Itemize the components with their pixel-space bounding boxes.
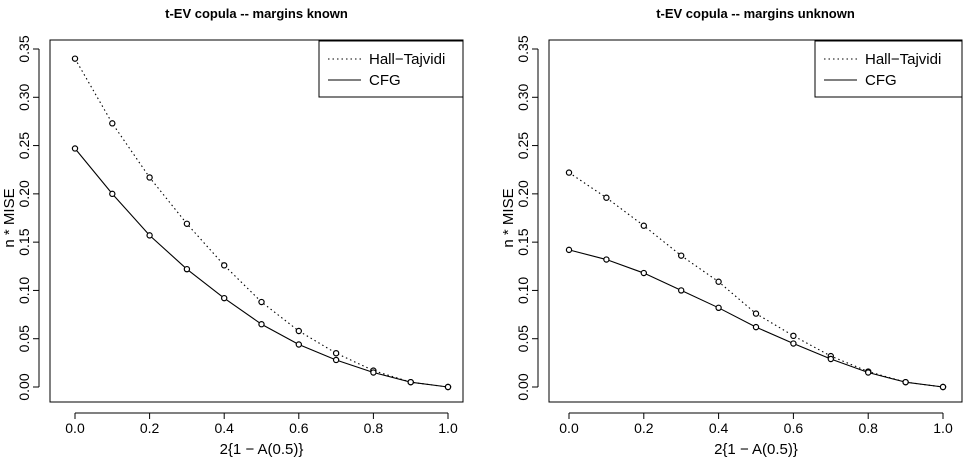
data-point bbox=[640, 269, 648, 277]
x-tick-label: 1.0 bbox=[933, 420, 953, 436]
x-tick-label: 0.2 bbox=[634, 420, 654, 436]
series-line-cfg bbox=[74, 148, 449, 388]
data-point bbox=[565, 169, 573, 176]
y-tick-label: 0.30 bbox=[16, 83, 32, 110]
data-point bbox=[603, 194, 610, 201]
data-point bbox=[603, 256, 610, 263]
y-tick-label: 0.15 bbox=[16, 228, 32, 255]
data-point bbox=[71, 145, 79, 152]
x-axis-label: 2{1 − A(0.5)} bbox=[220, 441, 304, 458]
data-point bbox=[71, 55, 79, 62]
data-point bbox=[565, 246, 573, 254]
data-point bbox=[295, 327, 302, 335]
legend-box bbox=[318, 40, 464, 98]
data-point bbox=[146, 174, 153, 181]
y-tick-label: 0.35 bbox=[16, 35, 32, 62]
data-point bbox=[678, 287, 685, 294]
data-point bbox=[109, 120, 116, 127]
legend-label: CFG bbox=[865, 72, 897, 89]
data-point bbox=[220, 262, 228, 269]
data-point bbox=[332, 350, 340, 357]
x-tick-label: 0.0 bbox=[65, 420, 85, 436]
x-tick-label: 0.8 bbox=[858, 420, 878, 436]
y-tick-label: 0.25 bbox=[16, 132, 32, 159]
y-tick-label: 0.00 bbox=[515, 373, 531, 400]
chart-title: t-EV copula -- margins unknown bbox=[656, 6, 855, 21]
x-tick-label: 1.0 bbox=[438, 420, 458, 436]
y-tick-label: 0.10 bbox=[515, 277, 531, 304]
data-point bbox=[715, 278, 722, 285]
chart-panel-1: t-EV copula -- margins known 0.0 0.2 0.4 0.6… bbox=[1, 6, 464, 458]
data-point bbox=[790, 340, 797, 347]
legend-label: Hall−Tajvidi bbox=[369, 51, 445, 68]
legend-label: CFG bbox=[369, 72, 401, 89]
data-point bbox=[109, 190, 116, 198]
data-point bbox=[146, 232, 153, 239]
x-tick-label: 0.4 bbox=[214, 420, 234, 436]
data-point bbox=[715, 304, 722, 312]
y-tick-label: 0.25 bbox=[515, 132, 531, 159]
x-tick-label: 0.0 bbox=[559, 420, 579, 436]
y-tick-label: 0.05 bbox=[16, 325, 32, 352]
data-point bbox=[258, 298, 265, 306]
data-point bbox=[827, 355, 835, 363]
data-point bbox=[444, 383, 452, 391]
y-tick-label: 0.20 bbox=[16, 180, 32, 207]
y-tick-label: 0.35 bbox=[515, 35, 531, 62]
series-line-cfg bbox=[568, 249, 944, 388]
legend-box bbox=[814, 40, 963, 98]
x-tick-label: 0.8 bbox=[364, 420, 384, 436]
data-point bbox=[183, 220, 191, 227]
data-point bbox=[295, 341, 302, 348]
series-line-hall-tajvidi bbox=[74, 58, 449, 388]
x-tick-label: 0.2 bbox=[140, 420, 160, 436]
plot-frame bbox=[49, 39, 464, 403]
data-point bbox=[865, 369, 872, 376]
data-point bbox=[902, 378, 909, 386]
y-tick-label: 0.15 bbox=[515, 228, 531, 255]
y-tick-label: 0.30 bbox=[515, 83, 531, 110]
y-tick-label: 0.05 bbox=[515, 325, 531, 352]
plot-frame bbox=[548, 39, 963, 403]
chart-title: t-EV copula -- margins known bbox=[165, 6, 348, 21]
y-tick-label: 0.00 bbox=[16, 373, 32, 400]
data-point bbox=[640, 222, 648, 229]
series-line-hall-tajvidi bbox=[568, 172, 944, 388]
data-point bbox=[370, 369, 377, 376]
data-point bbox=[678, 252, 685, 259]
legend-label: Hall−Tajvidi bbox=[865, 51, 941, 68]
data-point bbox=[752, 310, 760, 317]
data-point bbox=[183, 265, 191, 273]
data-point bbox=[790, 332, 797, 340]
x-tick-label: 0.4 bbox=[709, 420, 729, 436]
y-tick-label: 0.20 bbox=[515, 180, 531, 207]
data-point bbox=[332, 356, 340, 364]
data-point bbox=[220, 294, 228, 302]
y-axis-label: n * MISE bbox=[500, 188, 517, 247]
data-point bbox=[752, 323, 760, 331]
x-tick-label: 0.6 bbox=[784, 420, 804, 436]
x-tick-label: 0.6 bbox=[289, 420, 309, 436]
y-tick-label: 0.10 bbox=[16, 277, 32, 304]
x-axis-label: 2{1 − A(0.5)} bbox=[714, 441, 798, 458]
data-point bbox=[258, 321, 265, 328]
data-point bbox=[407, 378, 414, 386]
y-axis-label: n * MISE bbox=[1, 188, 18, 247]
data-point bbox=[939, 383, 947, 391]
chart-panel-2: t-EV copula -- margins unknown 0.0 0.2 0.4 0… bbox=[500, 6, 963, 458]
